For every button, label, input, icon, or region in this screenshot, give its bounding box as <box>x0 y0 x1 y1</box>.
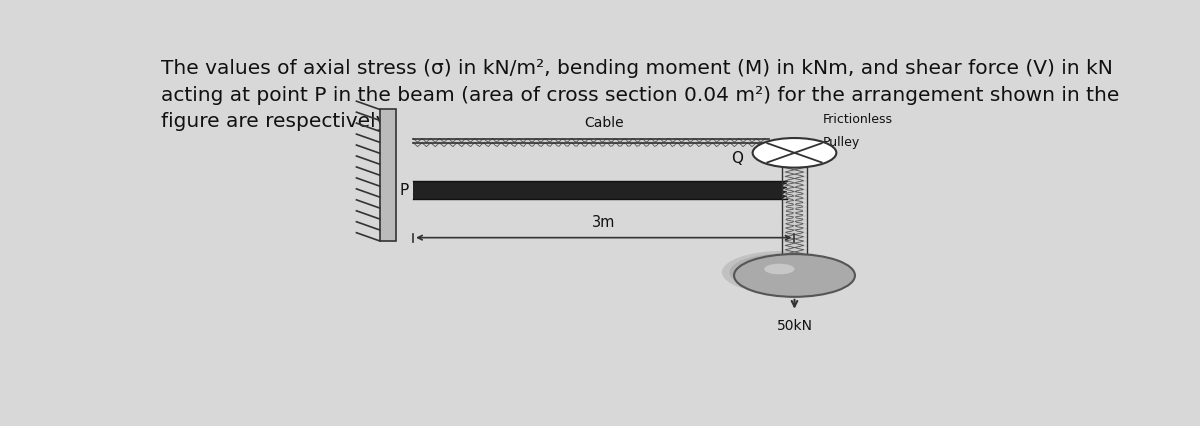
Text: P: P <box>400 183 408 198</box>
Circle shape <box>752 139 836 168</box>
Text: Frictionless: Frictionless <box>822 112 893 126</box>
Circle shape <box>722 251 842 294</box>
Text: Cable: Cable <box>584 116 624 130</box>
Circle shape <box>767 267 798 278</box>
Text: figure are respectively.: figure are respectively. <box>161 112 391 131</box>
Text: Beam: Beam <box>578 184 622 198</box>
Circle shape <box>745 259 820 286</box>
Text: The values of axial stress (σ) in kN/m², bending moment (M) in kNm, and shear fo: The values of axial stress (σ) in kN/m²,… <box>161 59 1114 78</box>
Circle shape <box>775 270 790 275</box>
Text: Pulley: Pulley <box>822 135 859 148</box>
Circle shape <box>734 254 854 297</box>
Text: 50kN: 50kN <box>776 319 812 332</box>
Circle shape <box>752 262 812 283</box>
Circle shape <box>760 265 805 281</box>
Circle shape <box>764 264 794 275</box>
Bar <box>413 181 787 199</box>
Text: Q: Q <box>731 150 743 165</box>
Text: 3m: 3m <box>592 215 616 230</box>
Bar <box>379 110 396 242</box>
Circle shape <box>730 254 835 291</box>
Circle shape <box>737 256 828 288</box>
Text: acting at point P in the beam (area of cross section 0.04 m²) for the arrangemen: acting at point P in the beam (area of c… <box>161 86 1120 104</box>
